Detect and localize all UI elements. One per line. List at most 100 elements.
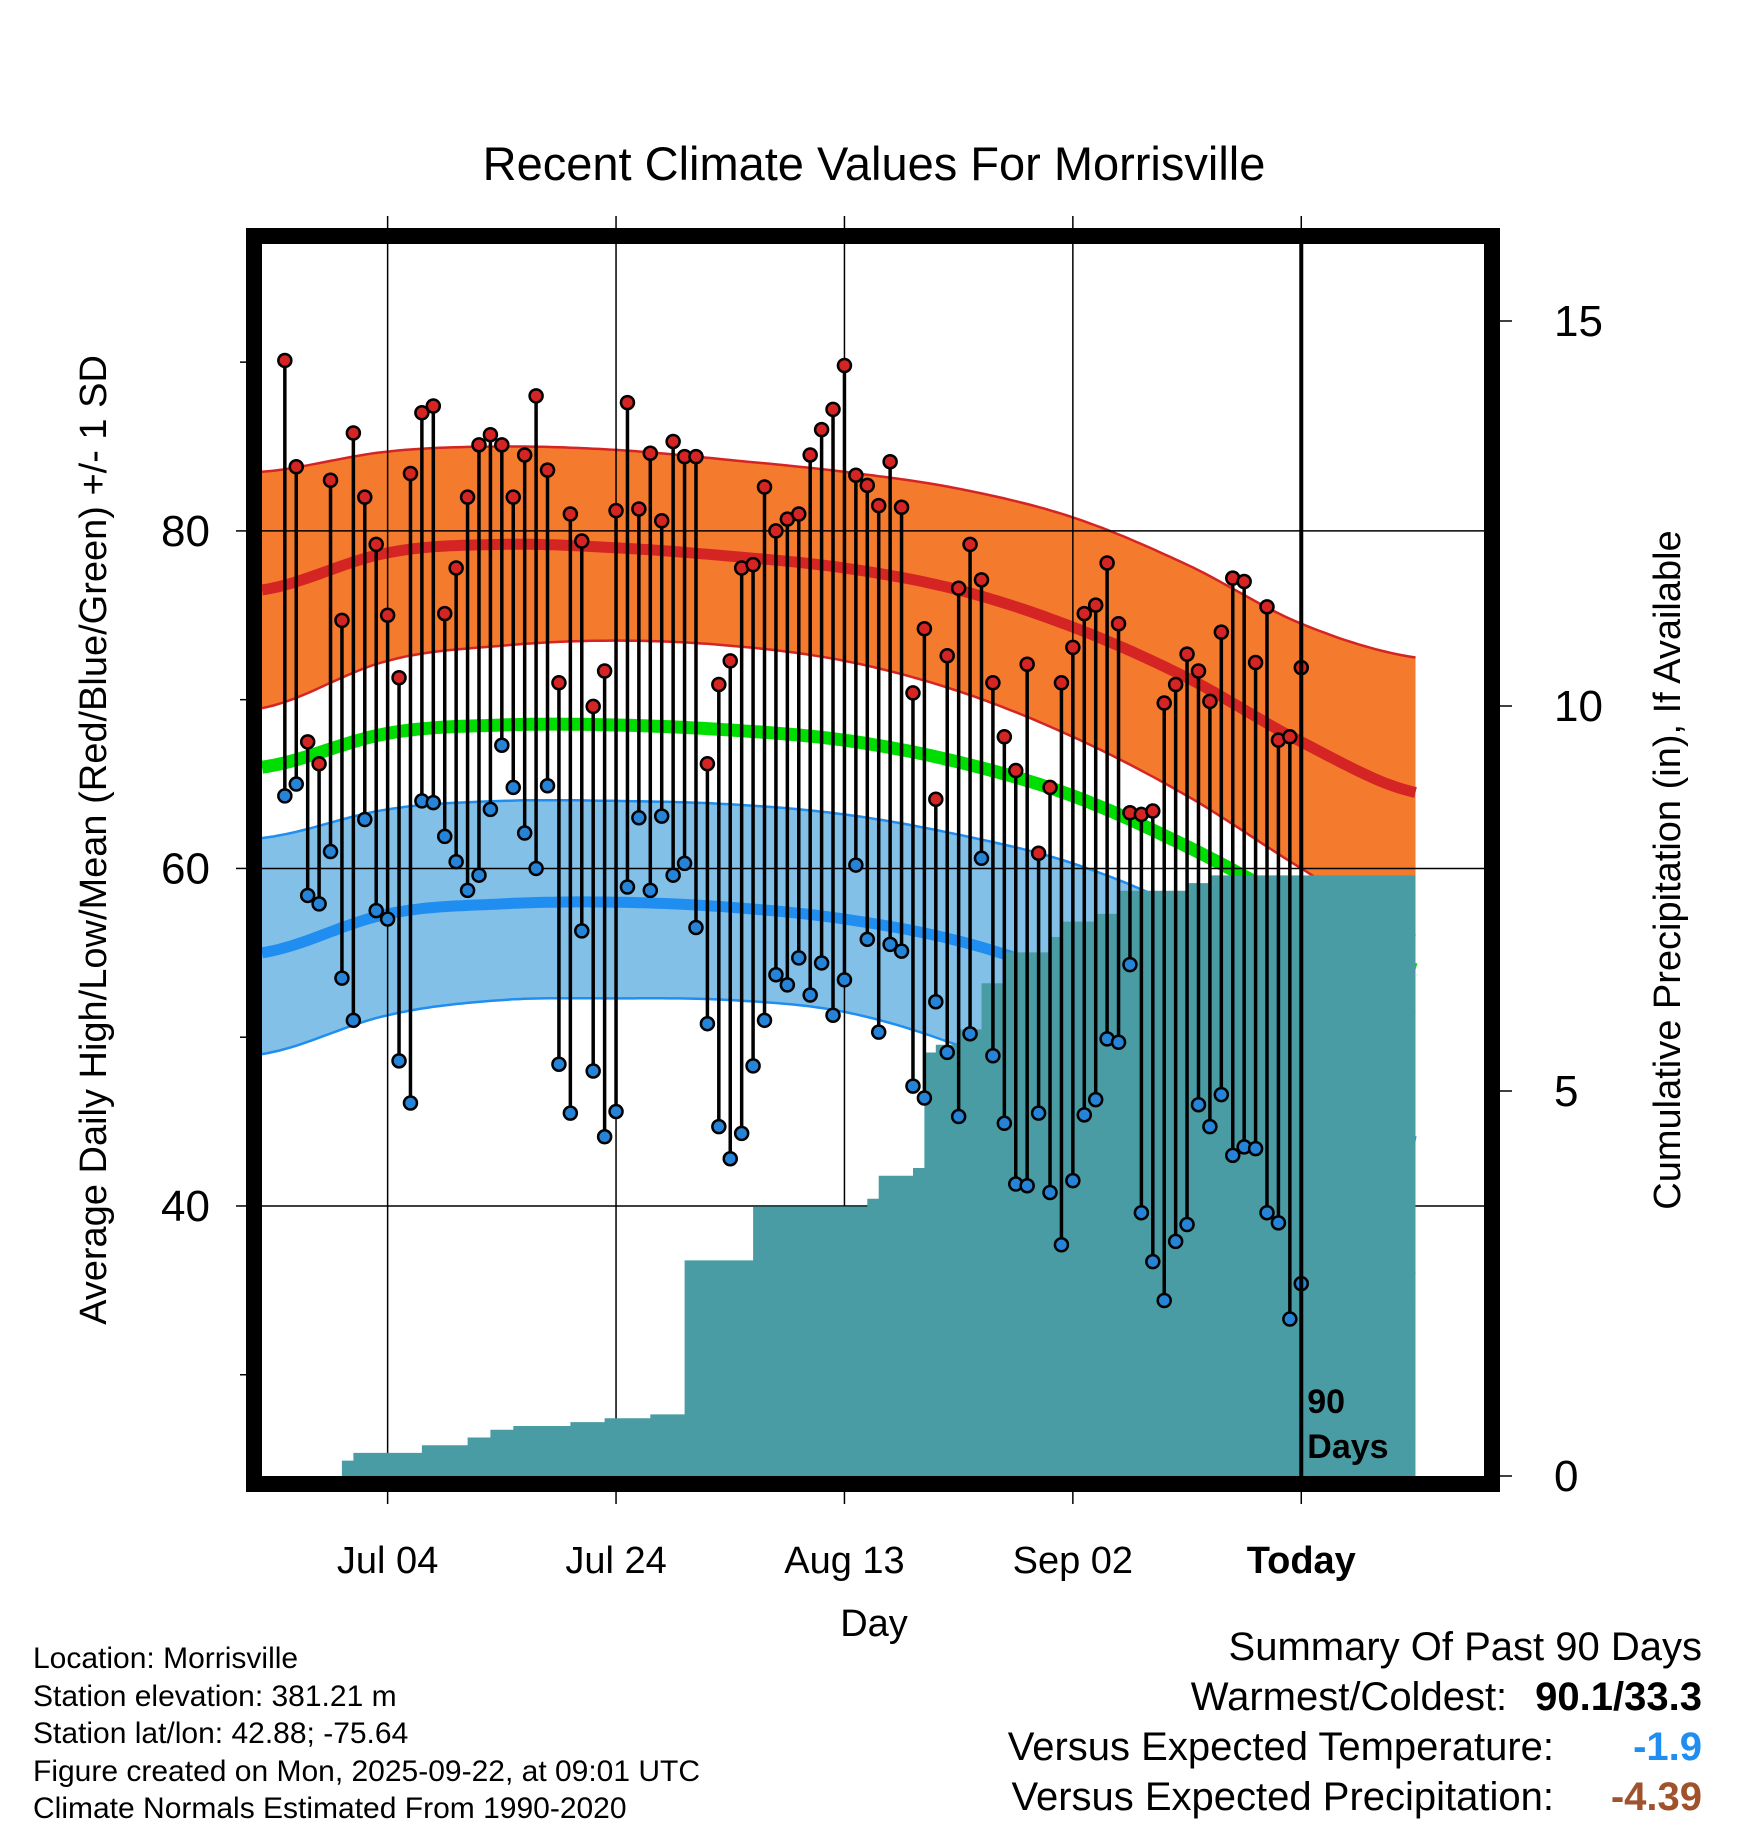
- low-point: [791, 950, 807, 966]
- high-point: [334, 612, 350, 629]
- high-point: [425, 398, 442, 414]
- high-point: [471, 437, 487, 453]
- low-point: [311, 896, 327, 912]
- high-point: [950, 580, 967, 597]
- high-point: [368, 536, 384, 553]
- high-point: [448, 560, 464, 576]
- low-point: [357, 811, 373, 828]
- low-point: [996, 1115, 1013, 1132]
- high-point: [836, 357, 853, 374]
- low-point: [585, 1063, 601, 1079]
- low-point: [574, 923, 590, 939]
- high-point: [482, 426, 499, 443]
- low-point: [471, 867, 487, 883]
- high-point: [1042, 779, 1058, 796]
- high-point: [928, 791, 944, 807]
- low-point: [288, 776, 305, 792]
- high-point: [516, 447, 533, 463]
- high-point: [962, 536, 978, 553]
- high-point: [791, 506, 807, 522]
- low-point: [391, 1053, 407, 1069]
- low-point: [528, 860, 544, 877]
- warm-cold-label: Warmest/Coldest:: [1190, 1675, 1508, 1719]
- summary-title: Summary Of Past 90 Days: [1228, 1625, 1702, 1669]
- high-point: [939, 648, 955, 664]
- y2-tick-label: 10: [1554, 682, 1603, 731]
- low-point: [379, 911, 396, 927]
- low-point: [539, 777, 556, 794]
- high-point: [539, 462, 556, 478]
- high-point: [905, 685, 921, 701]
- low-point: [1065, 1172, 1081, 1189]
- normals-period: Climate Normals Estimated From 1990-2020: [33, 1792, 627, 1825]
- high-point: [345, 425, 362, 441]
- low-point: [494, 737, 510, 753]
- high-point: [1259, 599, 1275, 615]
- high-point: [574, 533, 590, 549]
- low-point: [859, 931, 876, 948]
- low-point: [711, 1118, 727, 1135]
- high-sd-band: [262, 446, 1416, 936]
- low-point: [1156, 1292, 1172, 1309]
- high-point: [1019, 656, 1035, 672]
- low-point: [1190, 1096, 1207, 1113]
- high-point: [882, 453, 898, 470]
- low-point: [631, 810, 647, 826]
- high-point: [505, 489, 522, 505]
- high-point: [1190, 663, 1207, 679]
- y2-tick-label: 0: [1554, 1452, 1578, 1501]
- low-point: [928, 994, 944, 1010]
- low-point: [1202, 1118, 1218, 1135]
- high-point: [1065, 639, 1081, 656]
- high-point: [996, 729, 1013, 745]
- high-normal-line: [262, 538, 1417, 798]
- x-tick-label: Jul 24: [565, 1540, 666, 1582]
- today-days-label: 90: [1307, 1383, 1345, 1421]
- low-point: [482, 801, 499, 818]
- low-point: [1019, 1177, 1035, 1194]
- low-point: [277, 788, 293, 804]
- today-days-label: Days: [1307, 1428, 1388, 1466]
- low-point: [768, 967, 784, 983]
- high-point: [459, 489, 476, 505]
- low-point: [676, 855, 693, 872]
- high-point: [528, 388, 544, 404]
- low-point: [619, 879, 636, 895]
- low-point: [425, 794, 442, 811]
- high-point: [688, 448, 704, 465]
- x-tick-label: Jul 04: [337, 1540, 438, 1582]
- low-point: [950, 1108, 967, 1125]
- low-point: [322, 843, 339, 860]
- high-point: [756, 479, 773, 495]
- high-point: [379, 607, 396, 624]
- low-point: [962, 1026, 978, 1042]
- high-lower-edge: [262, 639, 1416, 938]
- high-point: [859, 477, 876, 494]
- low-point: [1133, 1204, 1150, 1221]
- plot-area: 90 Days: [262, 244, 1484, 1476]
- low-point: [1247, 1140, 1264, 1157]
- high-point: [608, 502, 624, 519]
- high-point: [745, 556, 761, 573]
- precip-value: -4.39: [1610, 1775, 1702, 1819]
- low-point: [802, 987, 818, 1003]
- low-point: [1270, 1215, 1287, 1231]
- x-tick-label: Sep 02: [1013, 1540, 1133, 1582]
- precip-label: Versus Expected Precipitation:: [1011, 1775, 1554, 1819]
- summary-warm-cold: Warmest/Coldest: 90.1/33.3: [1008, 1672, 1702, 1722]
- x-axis-label: Day: [840, 1603, 908, 1645]
- x-tick-label: Today: [1247, 1540, 1356, 1582]
- low-point: [436, 828, 453, 845]
- low-point: [848, 857, 864, 873]
- high-point: [1156, 695, 1172, 711]
- low-point: [562, 1105, 579, 1121]
- low-point: [1087, 1091, 1104, 1108]
- high-point: [357, 489, 373, 505]
- figure-created: Figure created on Mon, 2025-09-22, at 09…: [33, 1754, 701, 1788]
- low-point: [733, 1125, 750, 1142]
- low-point: [1167, 1233, 1184, 1250]
- high-point: [893, 499, 910, 516]
- high-point: [494, 437, 510, 453]
- high-point: [985, 675, 1001, 691]
- low-point: [653, 808, 670, 824]
